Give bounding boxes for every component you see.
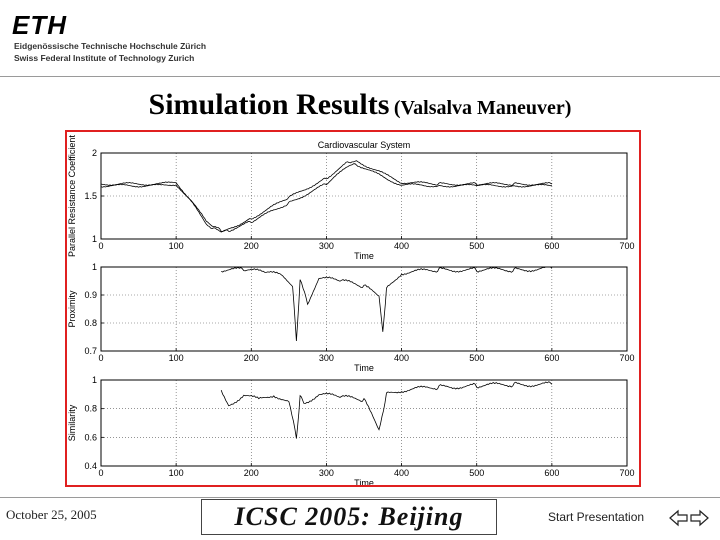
header-divider [0, 76, 720, 77]
eth-logo-mark: ETH [12, 10, 67, 40]
y-tick-label: 2 [92, 148, 97, 158]
y-tick-label: 0.7 [84, 346, 97, 356]
x-tick-label: 600 [544, 468, 559, 478]
x-tick-label: 600 [544, 353, 559, 363]
x-axis-label: Time [354, 363, 374, 373]
chart-2: 0 100 200 300 400 500 600 700 0.7 0.8 0.9 1 Time Prox… [67, 262, 635, 373]
y-axis-label: Proximity [67, 290, 77, 328]
y-tick-label: 1 [92, 262, 97, 272]
x-tick-label: 500 [469, 468, 484, 478]
x-tick-label: 400 [394, 468, 409, 478]
eth-logo-line-english: Swiss Federal Institute of Technology Zu… [14, 53, 195, 63]
eth-logo-line-german: Eidgenössische Technische Hochschule Zür… [14, 41, 207, 51]
x-tick-label: 300 [319, 353, 334, 363]
y-tick-label: 1.5 [84, 191, 97, 201]
simulation-figure: 0 100 200 300 400 500 600 700 1 1.5 2 Cardiovascula… [65, 130, 641, 487]
y-tick-label: 0.9 [84, 290, 97, 300]
x-tick-label: 400 [394, 241, 409, 251]
x-tick-label: 0 [98, 468, 103, 478]
plot-area [100, 266, 628, 352]
x-tick-label: 0 [98, 353, 103, 363]
eth-logo: ETH Eidgenössische Technische Hochschule… [12, 8, 212, 68]
y-axis-label: Similarity [67, 404, 77, 441]
slide-title-main: Simulation Results [148, 88, 390, 121]
slide-title-sub: (Valsalva Maneuver) [393, 97, 572, 119]
x-tick-label: 100 [169, 353, 184, 363]
x-tick-label: 600 [544, 241, 559, 251]
slide-title: Simulation Results (Valsalva Maneuver) [0, 88, 720, 122]
chart-title: Cardiovascular System [318, 140, 411, 150]
x-tick-label: 100 [169, 468, 184, 478]
chart-3: 0 100 200 300 400 500 600 700 0.4 0.6 0.8 1 Time Simi… [67, 375, 635, 485]
x-tick-label: 300 [319, 468, 334, 478]
plot-area [100, 379, 628, 467]
x-tick-label: 500 [469, 353, 484, 363]
y-tick-label: 0.8 [84, 404, 97, 414]
y-tick-label: 0.4 [84, 461, 97, 471]
chart-1: 0 100 200 300 400 500 600 700 1 1.5 2 Cardiovascula… [67, 135, 635, 261]
x-tick-label: 700 [619, 241, 634, 251]
x-tick-label: 500 [469, 241, 484, 251]
start-presentation-link[interactable]: Start Presentation [548, 510, 645, 524]
x-tick-label: 700 [619, 353, 634, 363]
series-line-2 [100, 163, 552, 233]
previous-slide-icon[interactable] [668, 507, 690, 529]
x-axis-label: Time [354, 251, 374, 261]
series-line-1 [221, 266, 553, 342]
conference-banner: ICSC 2005: Beijing [201, 499, 497, 535]
footer-date: October 25, 2005 [6, 507, 97, 522]
x-tick-label: 700 [619, 468, 634, 478]
next-slide-icon[interactable] [688, 507, 710, 529]
series-line-1 [220, 381, 553, 439]
x-tick-label: 200 [244, 468, 259, 478]
x-tick-label: 200 [244, 241, 259, 251]
x-axis-label: Time [354, 478, 374, 485]
simulation-figure-svg: 0 100 200 300 400 500 600 70011.52Cardiovascula… [67, 135, 635, 485]
x-tick-label: 100 [169, 241, 184, 251]
y-tick-label: 0.6 [84, 432, 97, 442]
x-tick-label: 200 [244, 353, 259, 363]
x-tick-label: 300 [319, 241, 334, 251]
x-tick-label: 0 [98, 241, 103, 251]
y-tick-label: 0.8 [84, 318, 97, 328]
series-line-1 [100, 160, 553, 232]
x-tick-label: 400 [394, 353, 409, 363]
footer-divider [0, 497, 720, 498]
y-tick-label: 1 [92, 375, 97, 385]
y-axis-label: Parallel Resistance Coefficient [67, 135, 77, 257]
y-tick-label: 1 [92, 234, 97, 244]
